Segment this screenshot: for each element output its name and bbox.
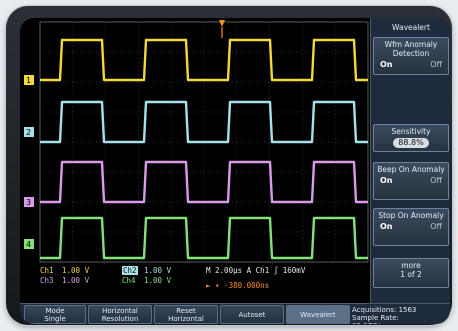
more-button[interactable]: more 1 of 2 — [373, 258, 449, 288]
screen-bezel: 1 2 3 4 Ch1 1.00 V Ch2 1.00 V Ch3 1.00 V Ch… — [6, 6, 452, 325]
ch2-scale: 1.00 V — [144, 266, 172, 275]
timebase-readout: M 2.00µs A Ch1 ∫ 160mV — [206, 266, 306, 275]
bottom-menu: Mode Single Horizontal Resolution Fast T… — [20, 303, 450, 324]
ch1-label: Ch1 — [40, 266, 54, 275]
trigger-position-readout: ► ▾ -380.000ns — [206, 281, 270, 290]
stop-on[interactable]: On — [380, 222, 393, 231]
beep-on-anomaly-button[interactable]: Beep On Anomaly On Off — [373, 162, 449, 200]
ch4-label: Ch4 — [122, 276, 136, 285]
autoset-button[interactable]: Autoset — [220, 305, 284, 324]
sensitivity-value: 88.8% — [393, 138, 429, 148]
wavealert-button[interactable]: Wavealert — [286, 305, 350, 324]
anomaly-detection-button[interactable]: Wfm Anomaly Detection On Off — [373, 37, 449, 75]
mode-button[interactable]: Mode Single — [24, 305, 86, 324]
ch2-marker — [24, 127, 34, 137]
ch1-marker — [24, 75, 34, 85]
beep-on[interactable]: On — [380, 176, 393, 185]
beep-off[interactable]: Off — [430, 176, 442, 185]
side-menu: Wavealert Wfm Anomaly Detection On Off S… — [370, 18, 450, 303]
wavealert-title: Wavealert — [392, 23, 430, 32]
ch2-label: Ch2 — [122, 266, 138, 275]
stop-off[interactable]: Off — [430, 222, 442, 231]
anomaly-detection-on[interactable]: On — [380, 60, 393, 69]
ch3-marker — [24, 197, 34, 207]
trigger-position-marker — [219, 20, 225, 27]
reset-horizontal-delay-button[interactable]: Reset Horizontal Delay — [154, 305, 218, 324]
ch1-scale: 1.00 V — [62, 266, 90, 275]
ch4-marker-label: 4 — [26, 240, 31, 249]
more-page-indicator: 1 of 2 — [400, 270, 422, 279]
ch4-waveform — [40, 216, 368, 260]
ch2-waveform — [40, 100, 368, 144]
ch4-marker — [24, 239, 34, 249]
oscilloscope-screen: 1 2 3 4 Ch1 1.00 V Ch2 1.00 V Ch3 1.00 V Ch… — [20, 18, 450, 324]
waveform-display: 1 2 3 4 Ch1 1.00 V Ch2 1.00 V Ch3 1.00 V Ch… — [20, 18, 370, 303]
anomaly-detection-off[interactable]: Off — [430, 60, 442, 69]
waveform-canvas: 1 2 3 4 — [24, 20, 369, 263]
ch3-label: Ch3 — [40, 276, 54, 285]
ch4-scale: 1.00 V — [144, 276, 172, 285]
sensitivity-button[interactable]: Sensitivity 88.8% — [373, 124, 449, 152]
horizontal-resolution-button[interactable]: Horizontal Resolution Fast Trig — [88, 305, 152, 324]
ch1-waveform — [40, 38, 368, 82]
ch2-marker-label: 2 — [26, 128, 31, 137]
ch3-scale: 1.00 V — [62, 276, 90, 285]
ch3-marker-label: 3 — [26, 198, 31, 207]
acquisition-status: Acquisitions: 1563 Sample Rate: 25.0GS/s — [352, 306, 417, 324]
stop-on-anomaly-button[interactable]: Stop On Anomaly On Off — [373, 208, 449, 246]
ch1-marker-label: 1 — [26, 76, 31, 85]
ch3-waveform — [40, 160, 368, 204]
